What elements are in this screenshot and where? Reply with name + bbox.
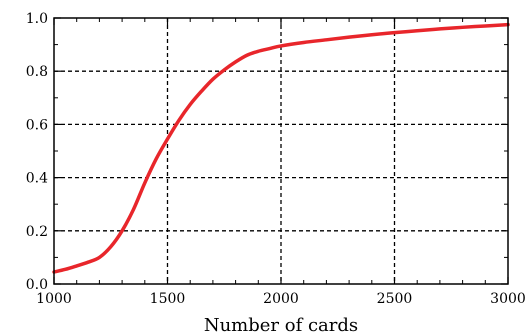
y-tick-label: 0.4 [26, 171, 48, 187]
data-series [52, 22, 510, 274]
y-tick-label: 0.6 [26, 117, 48, 133]
x-tick-label: 1500 [150, 291, 186, 307]
tick-labels: 1000 1500 2000 2500 3000 0.0 0.2 0.4 0.6 0.8 1.0 [26, 11, 526, 307]
y-tick-label: 1.0 [26, 11, 48, 27]
x-tick-label: 1000 [36, 291, 72, 307]
y-tick-label: 0.2 [26, 224, 48, 240]
axis-ticks [53, 17, 509, 285]
series-line-0 [52, 22, 510, 274]
y-tick-label: 0.0 [26, 277, 48, 293]
y-tick-label: 0.8 [26, 64, 48, 80]
x-axis-title: Number of cards [204, 315, 358, 334]
grid-lines [54, 18, 508, 284]
x-tick-label: 2000 [263, 291, 299, 307]
x-tick-label: 2500 [377, 291, 413, 307]
x-tick-label: 3000 [490, 291, 526, 307]
